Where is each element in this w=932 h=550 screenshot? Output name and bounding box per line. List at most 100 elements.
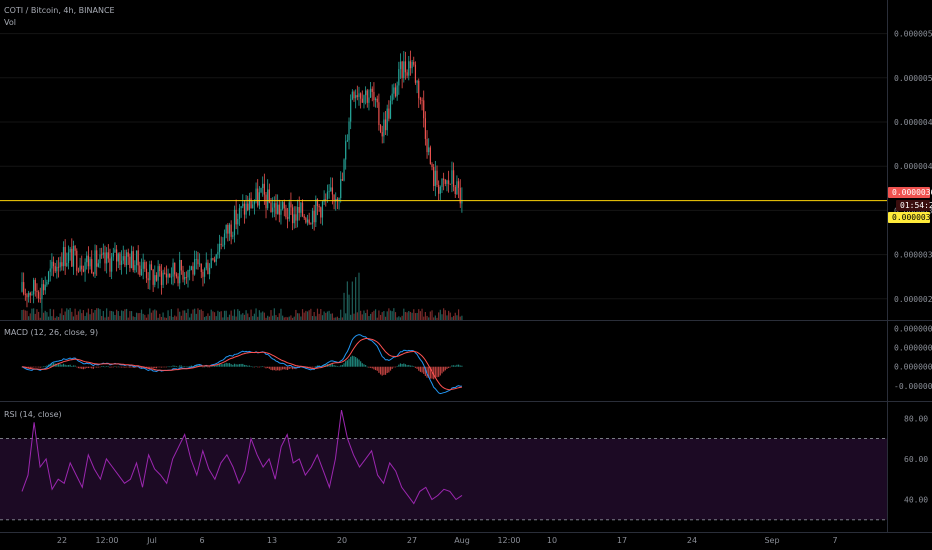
candle-body [378,102,380,126]
volume-bar [270,310,272,320]
candle-body [150,264,153,270]
pane-separators [0,0,932,533]
candle-body [69,248,71,253]
volume-bar [288,316,290,320]
candle-body [406,72,408,76]
candle-body [426,138,428,153]
macd-histogram-bar [255,366,257,367]
price-pane[interactable] [0,33,887,309]
macd-histogram-bar [408,364,410,367]
macd-histogram-bar [225,362,227,367]
volume-bar [102,310,104,320]
candle-body [52,261,55,267]
candle-body [295,214,297,221]
candle-body [461,199,463,204]
candle-body [371,88,373,92]
rsi-pane[interactable] [0,409,887,521]
volume-bar [399,317,402,320]
macd-histogram-bar [290,366,292,369]
candle-body [388,108,390,119]
volume-bar [150,312,153,320]
macd-histogram-bar [174,365,176,367]
macd-histogram-bar [436,366,438,378]
macd-histogram-bar [149,366,151,369]
candle-body [28,292,30,298]
macd-histogram-bar [448,366,450,368]
candle-body [305,217,307,223]
volume-bar [243,314,246,320]
volume-bar [187,308,189,320]
macd-line [21,334,462,395]
macd-histogram-bar [157,366,159,368]
candle-body [250,198,252,209]
volume-bar [356,312,358,320]
candle-body [316,199,319,206]
volume-bar [421,308,423,320]
volume-bar [112,311,114,320]
candle-body [154,275,156,285]
candle-body [232,235,234,237]
macd-histogram-bar [310,366,312,369]
candle-body [321,201,324,218]
volume-bar [175,316,177,320]
candle-body [24,293,26,295]
volume-bar [96,308,98,320]
macd-histogram-bar [69,364,71,367]
volume-bar [97,308,99,320]
macd-histogram-bar [175,366,177,367]
macd-histogram-bar [170,366,172,368]
candle-body [44,284,46,291]
macd-pane[interactable] [21,334,463,395]
candle-body [240,206,242,209]
candle-body [282,202,284,210]
volume-bar [137,313,139,320]
candle-body [111,256,113,272]
macd-histogram-bar [374,366,377,371]
volume-bar [165,317,168,320]
volume-bar [305,310,307,320]
candle-body [262,183,264,189]
candle-body [212,258,214,260]
volume-bar [428,317,430,320]
candle-body [125,252,128,266]
candle-body [353,91,355,99]
volume-bar [363,310,365,320]
macd-histogram-bar [283,366,285,370]
candle-body [135,250,138,266]
candle-body [189,269,191,271]
macd-histogram-bar [260,366,262,368]
macd-histogram-bar [381,366,383,376]
candle-body [187,270,189,278]
volume-bar [316,308,319,320]
time-tick-label: 12:00 [497,536,520,545]
macd-histogram-bar [187,366,189,367]
volume-bar [140,309,143,320]
volume-bar [38,311,40,320]
macd-histogram-bar [252,366,254,368]
macd-histogram-bar [91,366,93,369]
candle-body [76,250,78,271]
candle-body [87,255,89,267]
volume-bar [272,315,274,320]
time-axis[interactable]: 22 12:00 Jul 6 13 20 27 Aug 12:00 10 17 24 Sep 7 [57,536,838,545]
macd-histogram-bar [165,366,168,368]
price-tick-label: 0.00000450 [894,118,932,127]
macd-histogram-bar [343,363,345,367]
macd-histogram-bar [152,366,154,369]
macd-histogram-bar [242,363,244,367]
macd-histogram-bar [426,366,428,378]
macd-histogram-bar [42,366,45,368]
macd-histogram-bar [92,366,94,369]
volume-bar [242,313,244,320]
macd-histogram-bar [76,366,78,368]
volume-bar [61,308,63,320]
candle-body [225,224,227,234]
macd-histogram-bar [263,366,265,368]
macd-histogram-bar [86,366,88,368]
candle-body [134,265,136,271]
rsi-tick-label: 60.00 [904,455,928,464]
candle-body [106,252,108,264]
candle-body [318,205,320,208]
macd-tick-label: 0.00000000 [894,363,932,372]
candle-body [94,250,96,274]
